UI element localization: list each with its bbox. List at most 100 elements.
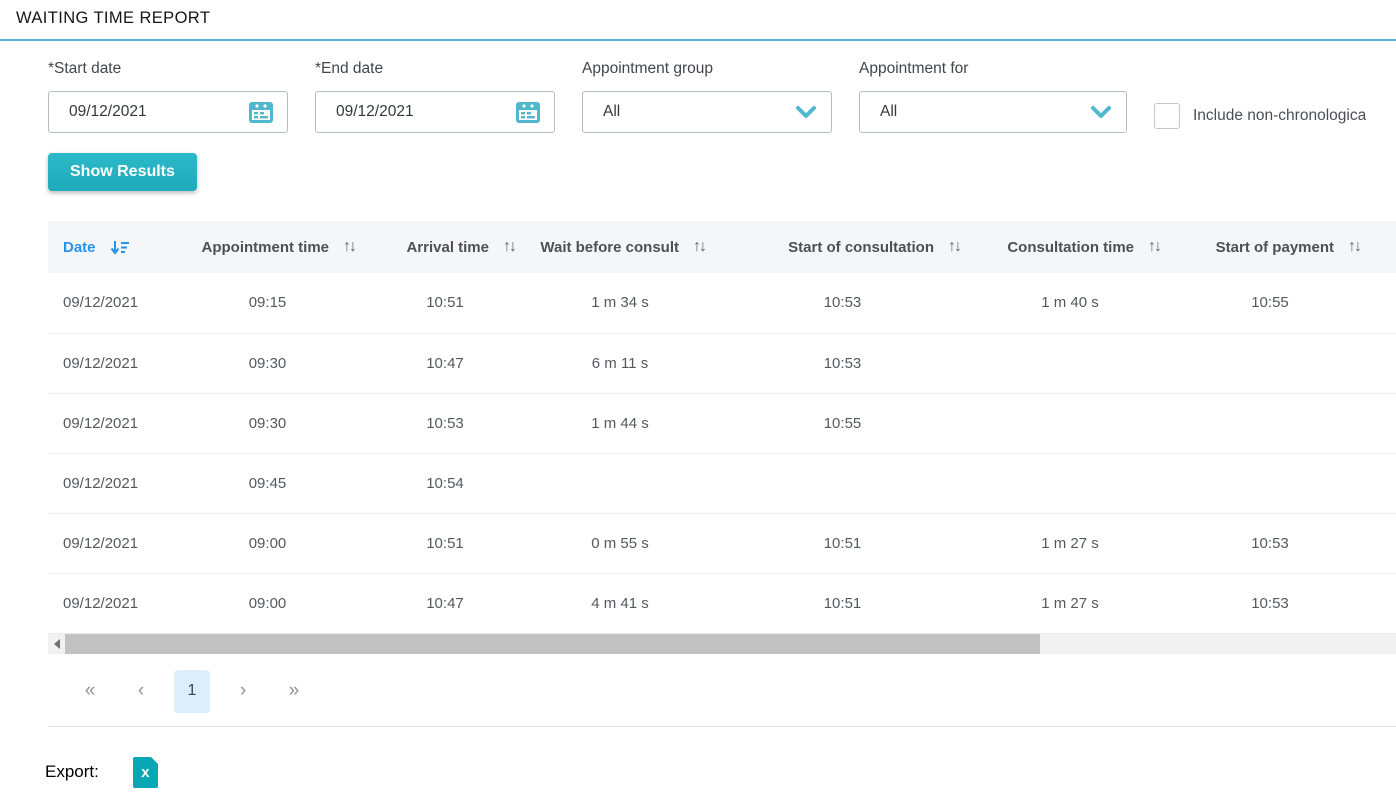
- column-header-wait-before-consult[interactable]: Wait before consult ↑↓: [525, 221, 715, 273]
- cell-filler: [1370, 513, 1396, 574]
- cell-arrival-time: 10:51: [365, 513, 525, 574]
- cell-consultation-time: 1 m 27 s: [970, 513, 1170, 574]
- column-header-date-label: Date: [63, 238, 96, 256]
- cell-wait-before-consult: 1 m 34 s: [525, 273, 715, 334]
- cell-date: 09/12/2021: [48, 573, 170, 634]
- show-results-button[interactable]: Show Results: [48, 153, 197, 191]
- pagination-first-button[interactable]: «: [84, 680, 96, 701]
- cell-start-of-payment: 10:53: [1170, 513, 1370, 574]
- cell-start-of-payment: 10:53: [1170, 573, 1370, 634]
- pagination: « ‹ 1 › »: [72, 669, 1396, 713]
- chevron-down-icon: [1090, 105, 1112, 119]
- column-header-label: Start of payment: [1215, 238, 1334, 256]
- pagination-last-button[interactable]: »: [288, 680, 300, 701]
- column-header-consultation-time[interactable]: Consultation time ↑↓: [970, 221, 1170, 273]
- cell-wait-before-consult: 4 m 41 s: [525, 573, 715, 634]
- table-row[interactable]: 09/12/2021 09:30 10:53 1 m 44 s 10:55: [48, 393, 1396, 454]
- appointment-group-label: Appointment group: [582, 60, 713, 77]
- left-triangle-icon: [53, 638, 60, 649]
- cell-appointment-time: 09:00: [170, 513, 365, 574]
- column-header-date[interactable]: Date: [48, 221, 170, 273]
- column-header-start-of-consultation[interactable]: Start of consultation ↑↓: [715, 221, 970, 273]
- cell-consultation-time: 1 m 40 s: [970, 273, 1170, 334]
- cell-wait-before-consult: [525, 453, 715, 514]
- appointment-for-select[interactable]: All: [859, 91, 1127, 133]
- cell-wait-before-consult: 1 m 44 s: [525, 393, 715, 454]
- table-row[interactable]: 09/12/2021 09:30 10:47 6 m 11 s 10:53: [48, 333, 1396, 394]
- column-header-label: Appointment time: [201, 238, 330, 256]
- appointment-group-field: Appointment group All: [582, 60, 832, 133]
- appointment-for-value: All: [880, 103, 898, 120]
- appointment-group-value: All: [603, 103, 621, 120]
- export-excel-button[interactable]: x: [132, 756, 158, 788]
- cell-consultation-time: [970, 333, 1170, 394]
- cell-start-of-consultation: 10:53: [715, 273, 970, 334]
- table-row[interactable]: 09/12/2021 09:00 10:51 0 m 55 s 10:51 1 …: [48, 513, 1396, 574]
- table-row[interactable]: 09/12/2021 09:00 10:47 4 m 41 s 10:51 1 …: [48, 573, 1396, 634]
- include-non-chronological-checkbox[interactable]: [1154, 103, 1180, 129]
- cell-start-of-payment: [1170, 393, 1370, 454]
- column-header-start-of-payment[interactable]: Start of payment ↑↓: [1170, 221, 1370, 273]
- cell-filler: [1370, 333, 1396, 394]
- cell-start-of-consultation: 10:51: [715, 573, 970, 634]
- cell-consultation-time: 1 m 27 s: [970, 573, 1170, 634]
- appointment-group-select[interactable]: All: [582, 91, 832, 133]
- cell-date: 09/12/2021: [48, 513, 170, 574]
- start-date-input[interactable]: 09/12/2021: [48, 91, 288, 133]
- folded-corner-icon: [150, 756, 158, 764]
- end-date-value: 09/12/2021: [336, 103, 414, 120]
- include-non-chronological-label: Include non-chronologica: [1193, 107, 1367, 124]
- column-header-arrival-time[interactable]: Arrival time ↑↓: [365, 221, 525, 273]
- sort-toggle-icon[interactable]: ↑↓: [1348, 238, 1362, 255]
- calendar-icon[interactable]: [516, 101, 540, 123]
- cell-arrival-time: 10:53: [365, 393, 525, 454]
- sort-toggle-icon[interactable]: ↑↓: [503, 238, 517, 255]
- cell-wait-before-consult: 0 m 55 s: [525, 513, 715, 574]
- column-header-label: Consultation time: [1007, 238, 1134, 256]
- end-date-input[interactable]: 09/12/2021: [315, 91, 555, 133]
- section-divider: [48, 725, 1396, 727]
- sort-toggle-icon[interactable]: ↑↓: [693, 238, 707, 255]
- sort-toggle-icon[interactable]: ↑↓: [948, 238, 962, 255]
- table-header-row: Date Appointment tim: [48, 221, 1396, 273]
- cell-start-of-consultation: [715, 453, 970, 514]
- scroll-left-arrow[interactable]: [48, 633, 65, 654]
- excel-x-icon: x: [141, 763, 150, 781]
- sort-toggle-icon[interactable]: ↑↓: [343, 238, 357, 255]
- page-header: WAITING TIME REPORT: [0, 0, 1396, 41]
- column-header-label: Arrival time: [406, 238, 489, 256]
- sort-descending-icon[interactable]: [110, 240, 130, 255]
- appointment-for-field: Appointment for All: [859, 60, 1127, 133]
- cell-consultation-time: [970, 453, 1170, 514]
- cell-appointment-time: 09:45: [170, 453, 365, 514]
- cell-start-of-consultation: 10:53: [715, 333, 970, 394]
- chevron-down-icon: [795, 105, 817, 119]
- cell-filler: [1370, 393, 1396, 454]
- column-header-appointment-time[interactable]: Appointment time ↑↓: [170, 221, 365, 273]
- pagination-current-page[interactable]: 1: [174, 669, 210, 713]
- column-header-label: Start of consultation: [788, 238, 934, 256]
- start-date-field: *Start date 09/12/2021: [48, 60, 288, 133]
- horizontal-scrollbar[interactable]: [48, 633, 1396, 654]
- column-header-label: Wait before consult: [540, 238, 679, 256]
- export-section: Export: x: [45, 756, 1396, 788]
- cell-filler: [1370, 273, 1396, 334]
- pagination-next-button[interactable]: ›: [239, 680, 247, 701]
- include-non-chronological-option: Include non-chronologica: [1154, 60, 1396, 129]
- column-header-filler: [1370, 221, 1396, 273]
- export-label: Export:: [45, 762, 99, 781]
- start-date-label: *Start date: [48, 60, 122, 77]
- table-row[interactable]: 09/12/2021 09:15 10:51 1 m 34 s 10:53 1 …: [48, 273, 1396, 334]
- cell-arrival-time: 10:47: [365, 333, 525, 394]
- cell-start-of-consultation: 10:55: [715, 393, 970, 454]
- sort-toggle-icon[interactable]: ↑↓: [1148, 238, 1162, 255]
- cell-filler: [1370, 453, 1396, 514]
- cell-wait-before-consult: 6 m 11 s: [525, 333, 715, 394]
- calendar-icon[interactable]: [249, 101, 273, 123]
- results-table: Date Appointment tim: [48, 221, 1396, 634]
- pagination-prev-button[interactable]: ‹: [137, 680, 145, 701]
- cell-consultation-time: [970, 393, 1170, 454]
- scrollbar-thumb[interactable]: [65, 633, 1040, 654]
- table-row[interactable]: 09/12/2021 09:45 10:54: [48, 453, 1396, 514]
- cell-arrival-time: 10:47: [365, 573, 525, 634]
